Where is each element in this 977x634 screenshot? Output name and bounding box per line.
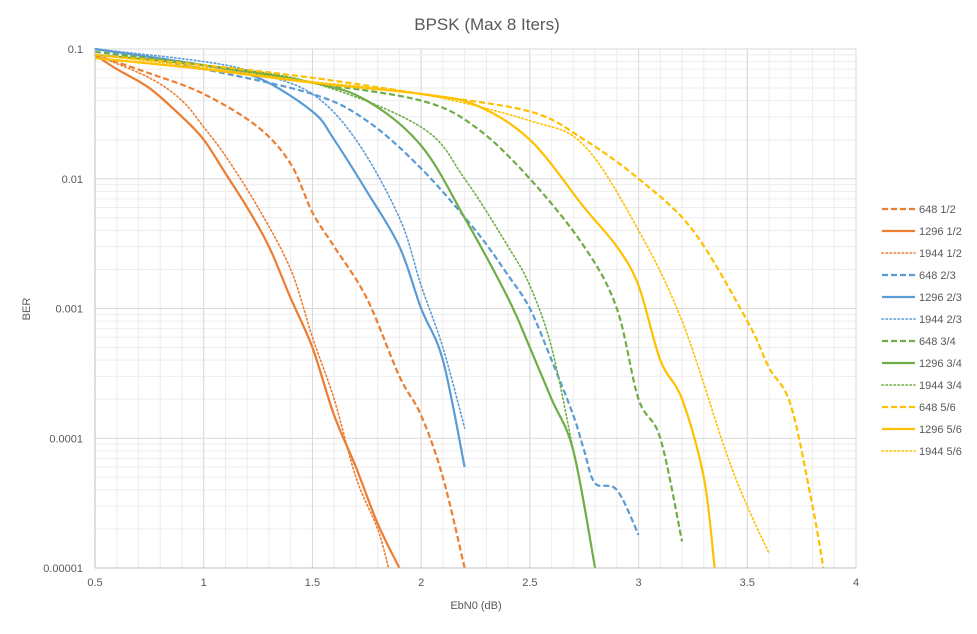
axes: 0.5 1 1.5 2 2.5 3 3.5 4 0.1 0.01 0.001 0.0001 0.0000… xyxy=(43,44,859,589)
legend-label: 1296 3/4 xyxy=(919,358,962,370)
x-tick-label: 2.5 xyxy=(522,577,537,589)
legend-label: 1296 1/2 xyxy=(919,226,962,238)
legend-label: 648 2/3 xyxy=(919,270,956,282)
series-lines xyxy=(94,47,825,569)
series-line-1944-1-2 xyxy=(94,54,390,569)
x-axis-label: EbN0 (dB) xyxy=(450,600,501,612)
x-tick-label: 1 xyxy=(201,577,207,589)
series-line-648-2-3 xyxy=(94,47,640,536)
legend: 648 1/2 1296 1/2 1944 1/2 648 2/3 1296 2/3 19… xyxy=(881,204,962,458)
series-line-1296-1-2 xyxy=(94,54,401,569)
grid xyxy=(94,48,857,569)
legend-label: 648 5/6 xyxy=(919,402,956,414)
legend-label: 1944 2/3 xyxy=(919,314,962,326)
y-tick-label: 0.00001 xyxy=(43,563,83,575)
y-tick-label: 0.001 xyxy=(55,304,83,316)
legend-label: 1944 1/2 xyxy=(919,248,962,260)
series-line-648-5-6 xyxy=(94,53,825,569)
y-tick-label: 0.0001 xyxy=(49,433,83,445)
series-line-1296-3-4 xyxy=(94,53,597,569)
series-line-1944-2-3 xyxy=(94,48,466,429)
legend-label: 648 1/2 xyxy=(919,204,956,216)
x-tick-label: 3 xyxy=(636,577,642,589)
legend-label: 1944 3/4 xyxy=(919,380,962,392)
legend-label: 648 3/4 xyxy=(919,336,956,348)
series-line-1944-5-6 xyxy=(94,54,770,555)
x-tick-label: 4 xyxy=(853,577,859,589)
x-tick-label: 0.5 xyxy=(87,577,102,589)
y-tick-label: 0.01 xyxy=(62,174,83,186)
legend-label: 1296 5/6 xyxy=(919,424,962,436)
legend-label: 1296 2/3 xyxy=(919,292,962,304)
y-axis-label: BER xyxy=(21,298,33,321)
x-tick-label: 3.5 xyxy=(740,577,755,589)
legend-label: 1944 5/6 xyxy=(919,446,962,458)
chart-title: BPSK (Max 8 Iters) xyxy=(414,15,559,34)
series-line-1296-5-6 xyxy=(94,57,716,569)
series-line-1296-2-3 xyxy=(94,47,466,468)
series-line-648-1-2 xyxy=(94,53,466,569)
y-tick-label: 0.1 xyxy=(68,44,83,56)
x-tick-label: 2 xyxy=(418,577,424,589)
x-tick-label: 1.5 xyxy=(305,577,320,589)
series-line-648-3-4 xyxy=(94,50,684,542)
